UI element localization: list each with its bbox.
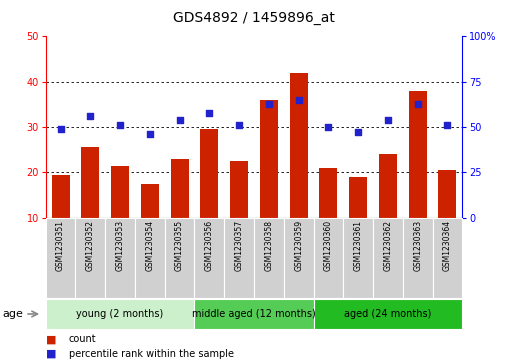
- Bar: [373, 218, 403, 298]
- Text: middle aged (12 months): middle aged (12 months): [192, 309, 316, 319]
- Text: GSM1230361: GSM1230361: [354, 220, 363, 271]
- Bar: [111, 166, 129, 218]
- Point: [235, 122, 243, 128]
- Text: ■: ■: [46, 334, 56, 344]
- Bar: [432, 218, 462, 298]
- Text: age: age: [3, 309, 23, 319]
- Text: count: count: [69, 334, 96, 344]
- Text: ■: ■: [46, 349, 56, 359]
- Bar: [343, 218, 373, 298]
- Bar: [46, 299, 195, 329]
- Point: [205, 110, 213, 116]
- Bar: [438, 170, 456, 218]
- Bar: [46, 218, 76, 298]
- Bar: [201, 129, 218, 218]
- Point: [86, 113, 94, 119]
- Text: GSM1230355: GSM1230355: [175, 220, 184, 271]
- Text: aged (24 months): aged (24 months): [344, 309, 432, 319]
- Point: [116, 122, 124, 128]
- Bar: [52, 175, 70, 218]
- Bar: [224, 218, 254, 298]
- Text: GSM1230351: GSM1230351: [56, 220, 65, 271]
- Text: GSM1230352: GSM1230352: [86, 220, 95, 271]
- Text: GSM1230363: GSM1230363: [413, 220, 422, 271]
- Bar: [260, 100, 278, 218]
- Bar: [76, 218, 105, 298]
- Bar: [171, 159, 188, 218]
- Bar: [105, 218, 135, 298]
- Bar: [165, 218, 195, 298]
- Bar: [409, 91, 427, 218]
- Bar: [403, 218, 432, 298]
- Bar: [81, 147, 99, 218]
- Text: GSM1230354: GSM1230354: [145, 220, 154, 271]
- Point: [295, 97, 303, 103]
- Point: [414, 101, 422, 107]
- Point: [146, 131, 154, 137]
- Point: [56, 126, 65, 132]
- Text: GSM1230360: GSM1230360: [324, 220, 333, 271]
- Bar: [195, 299, 313, 329]
- Point: [324, 124, 332, 130]
- Bar: [230, 161, 248, 218]
- Point: [443, 122, 452, 128]
- Text: young (2 months): young (2 months): [77, 309, 164, 319]
- Text: GSM1230357: GSM1230357: [235, 220, 244, 271]
- Bar: [290, 73, 307, 218]
- Text: GSM1230358: GSM1230358: [264, 220, 273, 271]
- Bar: [254, 218, 284, 298]
- Text: GSM1230362: GSM1230362: [384, 220, 392, 271]
- Text: GSM1230359: GSM1230359: [294, 220, 303, 271]
- Point: [176, 117, 184, 123]
- Point: [354, 129, 362, 134]
- Bar: [284, 218, 313, 298]
- Text: GSM1230353: GSM1230353: [116, 220, 124, 271]
- Bar: [141, 184, 159, 218]
- Bar: [320, 168, 337, 218]
- Bar: [379, 154, 397, 218]
- Text: GDS4892 / 1459896_at: GDS4892 / 1459896_at: [173, 11, 335, 25]
- Text: GSM1230356: GSM1230356: [205, 220, 214, 271]
- Bar: [349, 177, 367, 218]
- Bar: [313, 299, 462, 329]
- Text: GSM1230364: GSM1230364: [443, 220, 452, 271]
- Bar: [195, 218, 224, 298]
- Point: [384, 117, 392, 123]
- Text: percentile rank within the sample: percentile rank within the sample: [69, 349, 234, 359]
- Bar: [313, 218, 343, 298]
- Point: [265, 101, 273, 107]
- Bar: [135, 218, 165, 298]
